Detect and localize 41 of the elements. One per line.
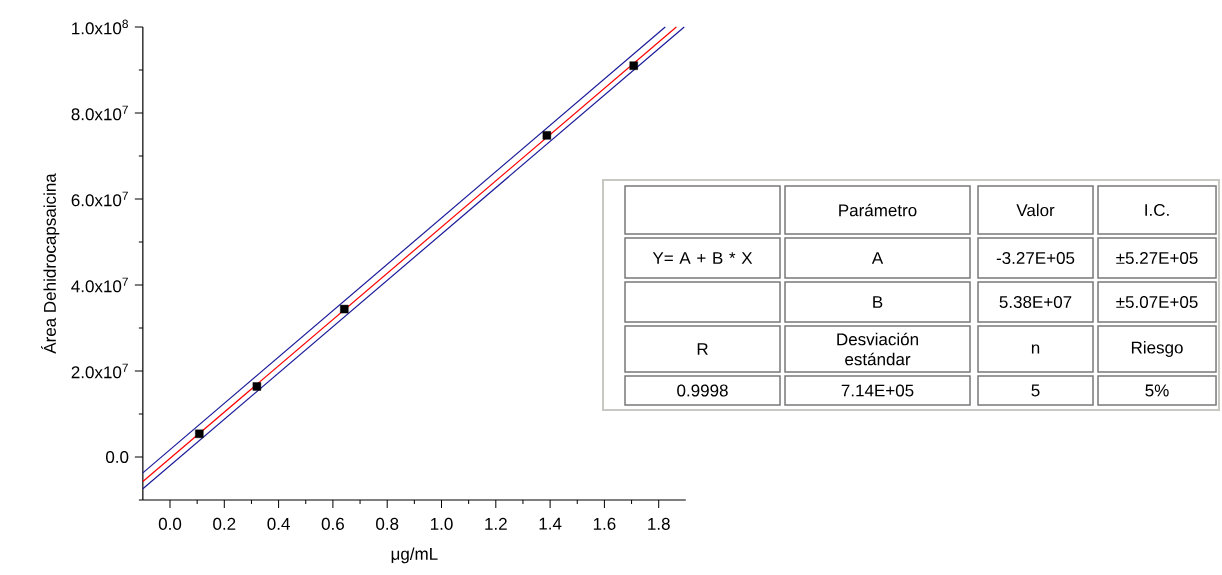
x-tick-label: 0.0 — [158, 517, 182, 530]
x-tick-label: 1.4 — [539, 517, 562, 530]
text: n — [1031, 344, 1040, 354]
y-tick-label: 6.0x10$^{7}$ — [71, 191, 128, 207]
x-tick-label: 0.2 — [213, 517, 236, 530]
point — [340, 304, 349, 314]
point — [195, 429, 204, 438]
point — [542, 131, 552, 140]
text: Valor — [1016, 203, 1055, 217]
text: 5.38E+07 — [999, 295, 1072, 309]
x-tick-label: 1.8 — [648, 517, 670, 530]
text: Desviación estándar — [837, 332, 918, 366]
text: ±5.07E+05 — [1116, 295, 1198, 309]
text: R — [697, 343, 708, 355]
text: 5% — [1145, 384, 1169, 397]
point — [629, 61, 638, 70]
y-tick-label: 4.0x10$^{7}$ — [71, 277, 128, 293]
text: B — [873, 296, 883, 308]
point — [252, 382, 262, 391]
text: I.C. — [1145, 203, 1169, 217]
x-axis-title: μg/mL — [391, 547, 438, 564]
x-tick-label: 1.6 — [593, 517, 616, 530]
text: 5 — [1031, 384, 1040, 397]
y-tick-label: 2.0x10$^{7}$ — [71, 363, 128, 379]
x-tick-label: 0.8 — [376, 517, 399, 530]
text: Parámetro — [839, 203, 917, 217]
x-tick-label: 1.2 — [485, 517, 507, 530]
x-tick-label: 0.4 — [267, 517, 290, 530]
x-tick-label: 1.0 — [430, 517, 453, 530]
text: Riesgo — [1131, 341, 1183, 357]
y-axis-title: Área Dehidrocapsaicina — [41, 173, 60, 354]
y-tick-label: 0.0 — [106, 450, 129, 464]
annotation: 0.9998 — [677, 384, 728, 397]
x-tick-label: 0.6 — [321, 517, 344, 530]
text: -3.27E+05 — [996, 251, 1075, 265]
y-tick-label: 1.0x10$^{8}$ — [72, 19, 128, 35]
text: ±5.27E+05 — [1116, 251, 1198, 265]
annotation: Y= A + B * X — [652, 252, 753, 264]
y-tick-label: 8.0x10$^{7}$ — [71, 105, 128, 121]
text: A — [871, 252, 884, 264]
text: 7.14E+05 — [841, 384, 914, 397]
